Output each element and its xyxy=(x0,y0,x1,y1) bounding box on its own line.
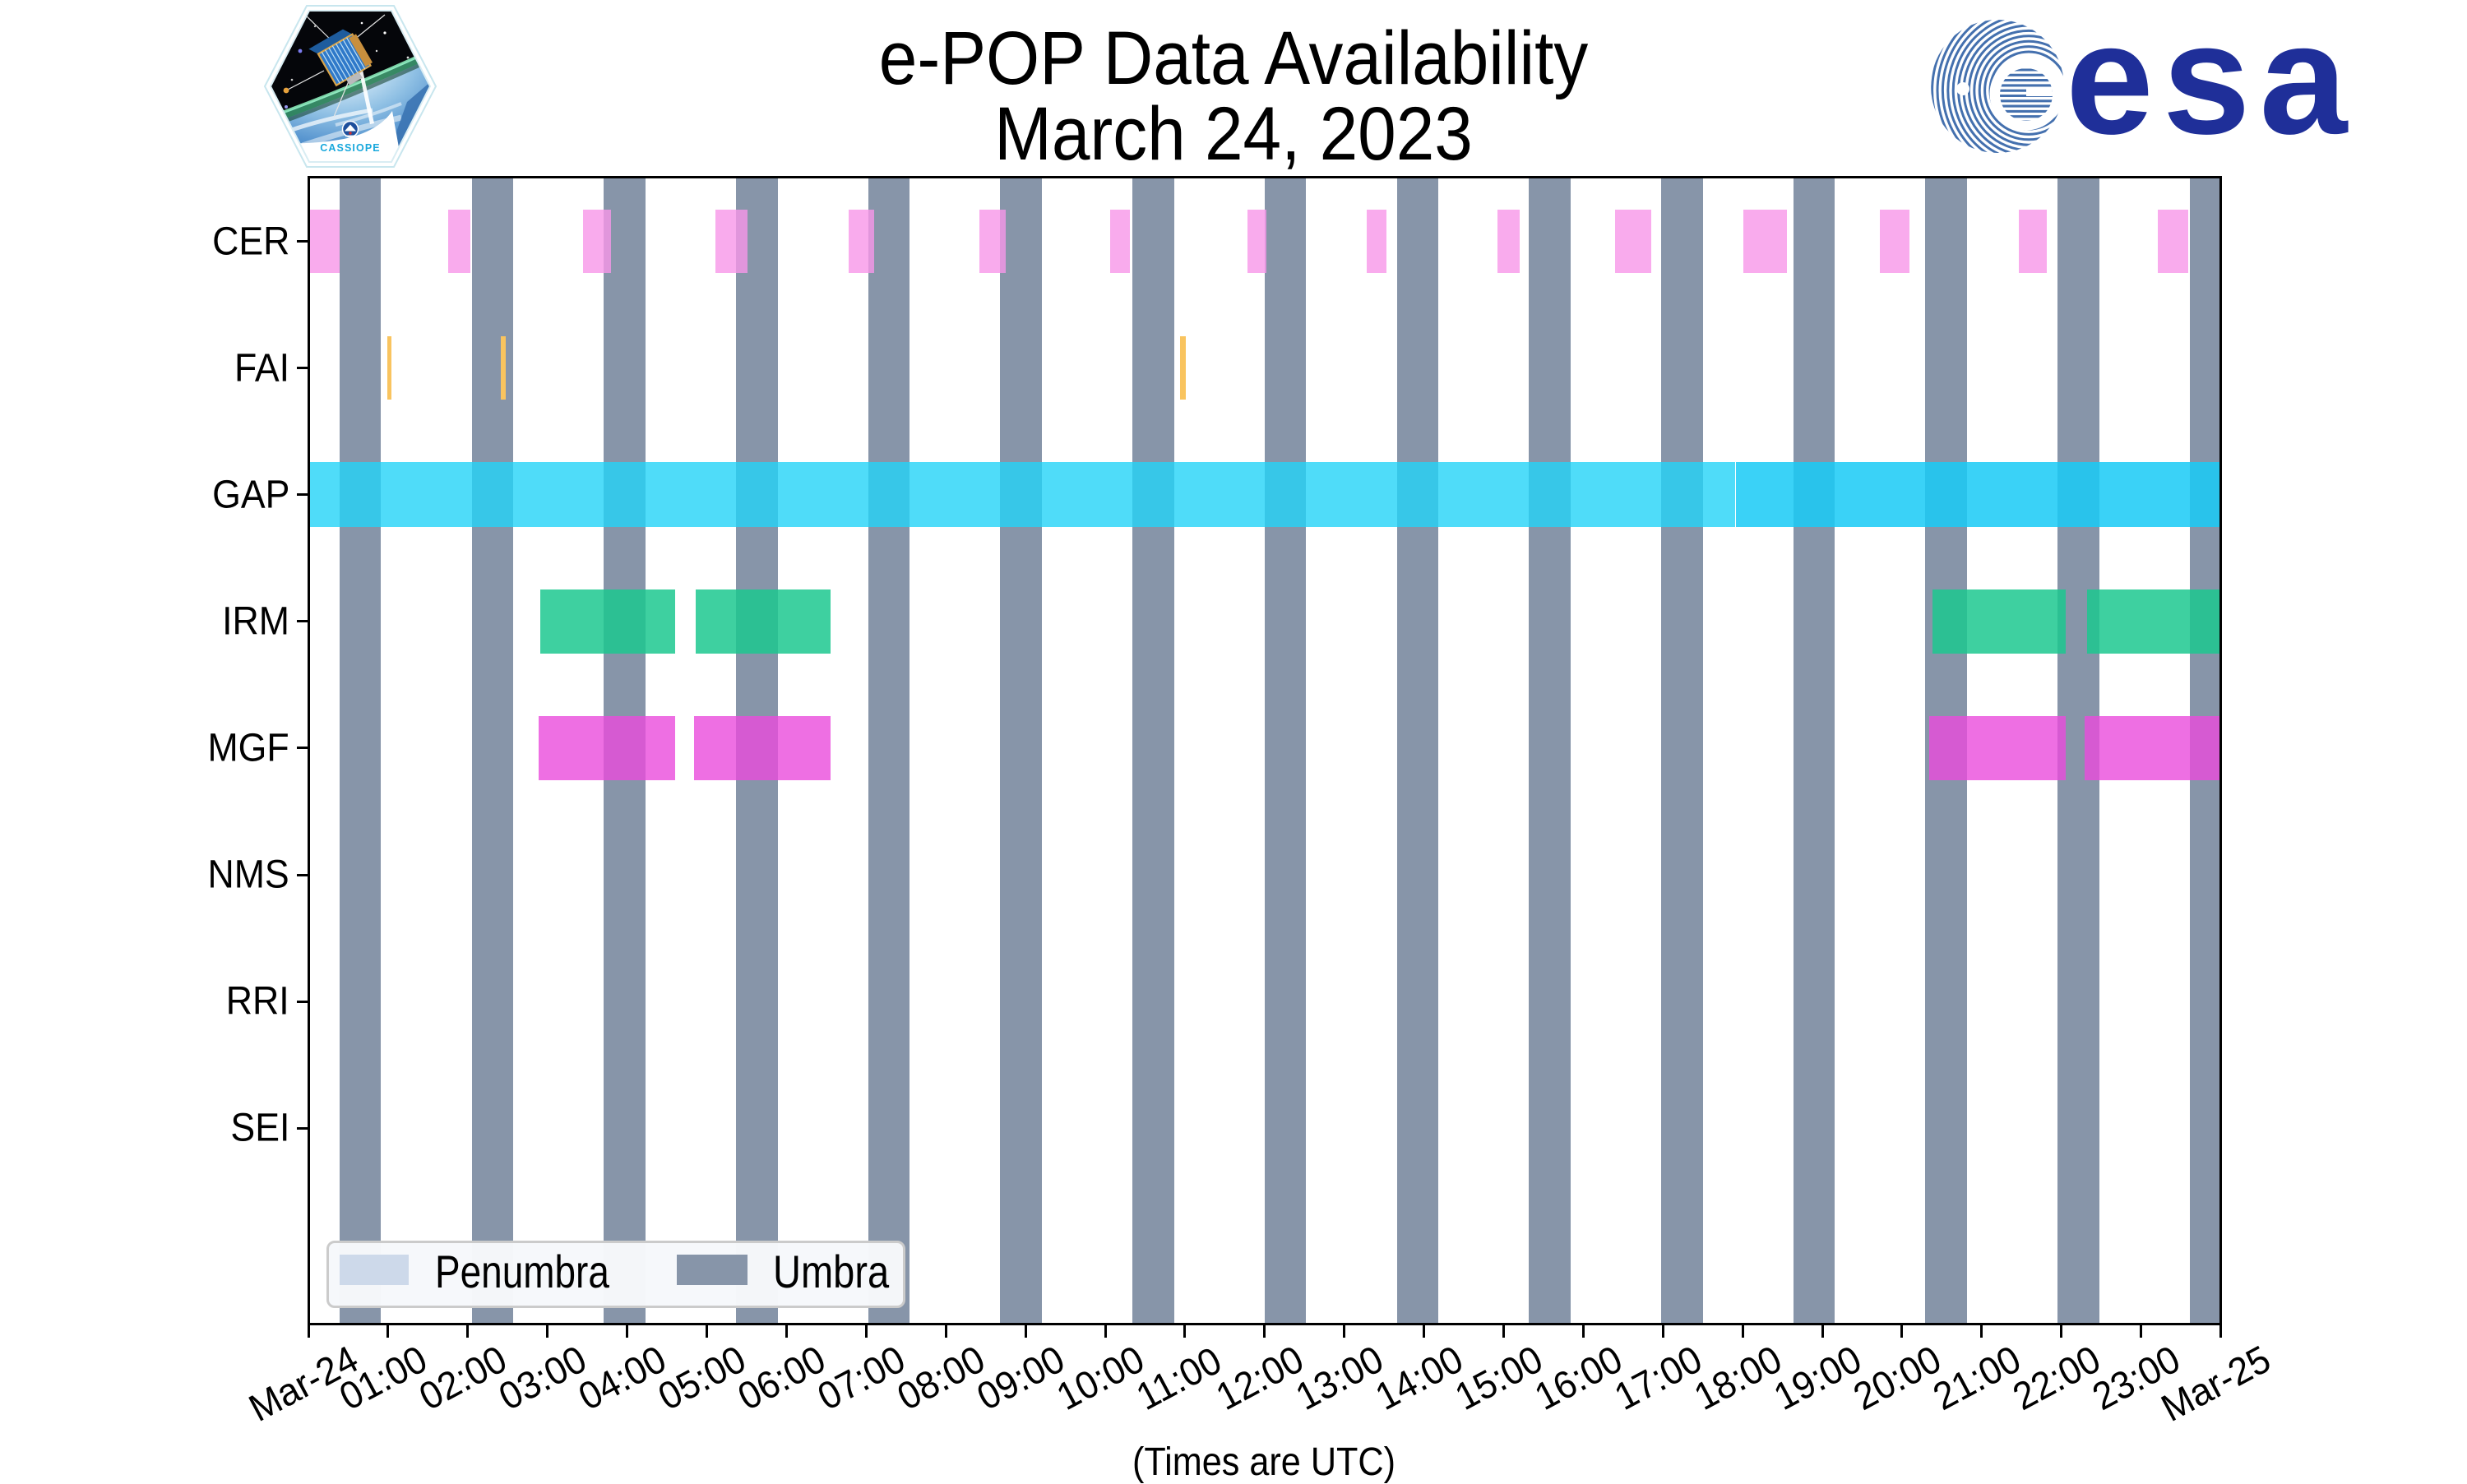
svg-text:CASSIOPE: CASSIOPE xyxy=(320,142,380,154)
svg-text:esa: esa xyxy=(2066,4,2356,160)
